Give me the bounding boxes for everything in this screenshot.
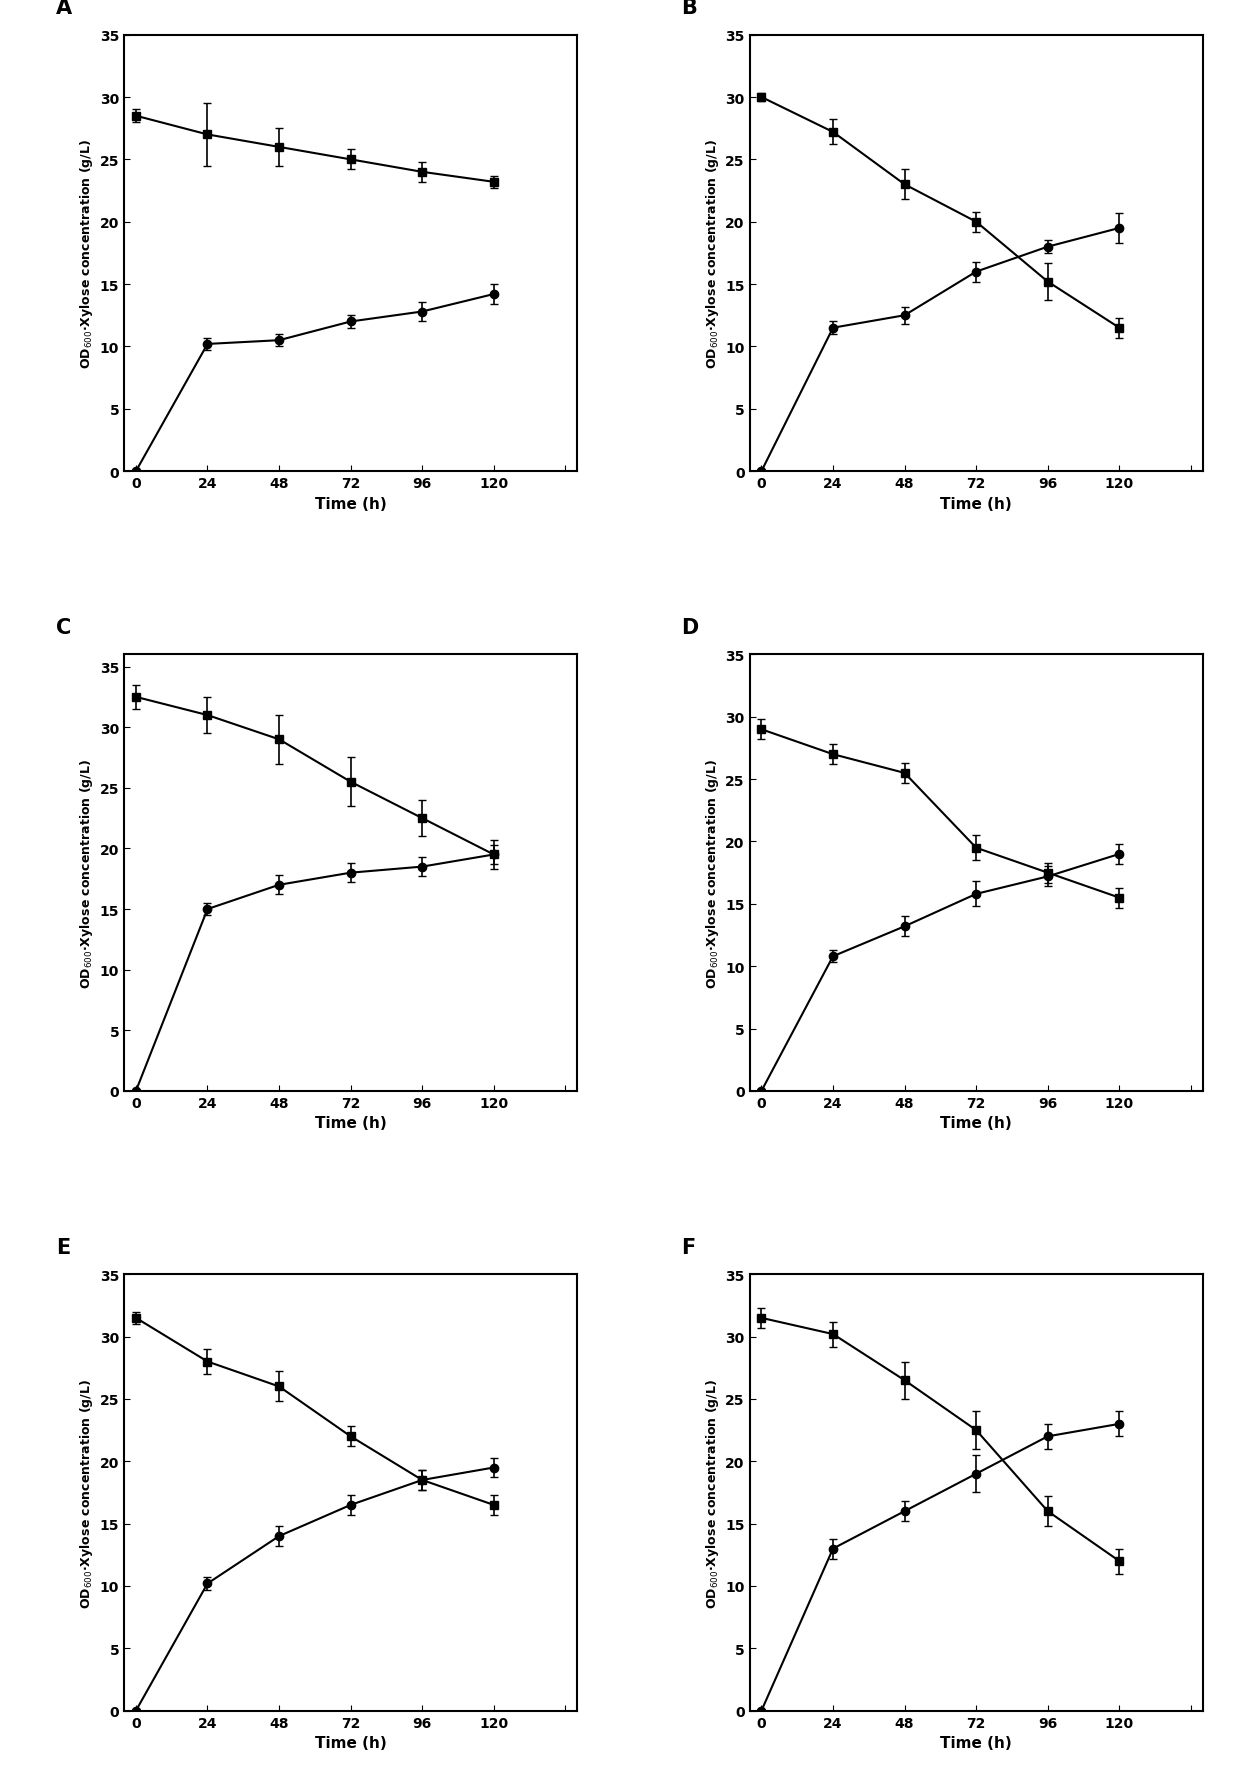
X-axis label: Time (h): Time (h) [315,495,387,511]
X-axis label: Time (h): Time (h) [315,1736,387,1750]
Text: F: F [682,1237,696,1256]
Y-axis label: OD$_{600}$·Xylose concentration (g/L): OD$_{600}$·Xylose concentration (g/L) [704,757,720,989]
Y-axis label: OD$_{600}$·Xylose concentration (g/L): OD$_{600}$·Xylose concentration (g/L) [78,1377,95,1607]
Text: E: E [56,1237,71,1256]
Y-axis label: OD$_{600}$·Xylose concentration (g/L): OD$_{600}$·Xylose concentration (g/L) [78,139,95,369]
Text: A: A [56,0,72,18]
Y-axis label: OD$_{600}$·Xylose concentration (g/L): OD$_{600}$·Xylose concentration (g/L) [704,1377,720,1607]
X-axis label: Time (h): Time (h) [315,1116,387,1132]
X-axis label: Time (h): Time (h) [940,1116,1012,1132]
X-axis label: Time (h): Time (h) [940,1736,1012,1750]
Text: B: B [682,0,697,18]
X-axis label: Time (h): Time (h) [940,495,1012,511]
Y-axis label: OD$_{600}$·Xylose concentration (g/L): OD$_{600}$·Xylose concentration (g/L) [704,139,720,369]
Text: D: D [682,618,699,638]
Text: C: C [56,618,71,638]
Y-axis label: OD$_{600}$·Xylose concentration (g/L): OD$_{600}$·Xylose concentration (g/L) [78,757,95,989]
